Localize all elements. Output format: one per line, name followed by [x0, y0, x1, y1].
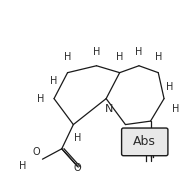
- Text: H: H: [166, 81, 174, 92]
- Text: H: H: [135, 47, 143, 57]
- Text: H: H: [74, 133, 81, 143]
- Text: O: O: [33, 147, 41, 157]
- Text: H: H: [50, 76, 58, 86]
- Text: N: N: [105, 104, 113, 114]
- Text: H: H: [64, 52, 71, 62]
- Text: H: H: [172, 104, 179, 114]
- Text: H: H: [37, 94, 44, 104]
- Text: H: H: [116, 52, 123, 62]
- Text: H: H: [19, 161, 27, 171]
- Text: H: H: [155, 52, 162, 62]
- Text: H: H: [93, 47, 100, 57]
- Text: Abs: Abs: [133, 135, 156, 148]
- Text: O: O: [73, 163, 81, 173]
- FancyBboxPatch shape: [122, 128, 168, 156]
